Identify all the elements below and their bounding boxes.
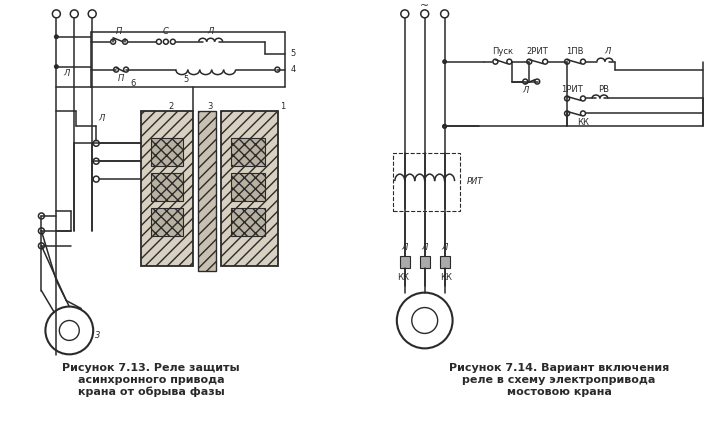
Text: 5: 5 [183, 75, 189, 84]
Text: РВ: РВ [598, 85, 609, 94]
Circle shape [442, 59, 447, 64]
Text: КК: КК [577, 118, 589, 127]
Text: Рисунок 7.14. Вариант включения: Рисунок 7.14. Вариант включения [449, 363, 669, 373]
Text: 3: 3 [94, 331, 100, 340]
Text: КК: КК [397, 273, 409, 282]
Text: Л: Л [402, 243, 408, 252]
Text: Л: Л [98, 114, 104, 123]
Text: мостовою крана: мостовою крана [507, 387, 611, 397]
Text: 2: 2 [168, 102, 174, 111]
Text: КК: КК [441, 273, 453, 282]
Text: Рисунок 7.13. Реле защиты: Рисунок 7.13. Реле защиты [62, 363, 240, 373]
Text: реле в схему электропривода: реле в схему электропривода [462, 375, 656, 385]
Bar [198, 111, 216, 271]
Bar [141, 111, 193, 266]
Text: 3: 3 [207, 102, 212, 111]
Text: 5: 5 [291, 49, 296, 58]
Text: 1РИТ: 1РИТ [561, 85, 583, 94]
Text: П: П [116, 27, 122, 36]
Text: 2РИТ: 2РИТ [526, 47, 548, 56]
Bar [400, 256, 410, 268]
Text: Пуск: Пуск [492, 47, 513, 56]
Text: крана от обрыва фазы: крана от обрыва фазы [78, 387, 225, 397]
Text: асинхронного привода: асинхронного привода [78, 375, 224, 385]
Text: 1: 1 [280, 102, 285, 111]
Text: С: С [163, 27, 168, 36]
Circle shape [442, 124, 447, 129]
Text: 6: 6 [130, 79, 135, 88]
Text: ~: ~ [420, 1, 429, 11]
Text: Л: Л [441, 243, 448, 252]
Bar [151, 208, 183, 236]
Text: Л: Л [207, 27, 214, 36]
Circle shape [54, 34, 59, 39]
Text: П: П [118, 74, 124, 83]
Text: Л: Л [604, 47, 610, 56]
Text: Л: Л [422, 243, 428, 252]
Circle shape [54, 64, 59, 69]
Bar [230, 173, 266, 201]
Bar [230, 138, 266, 166]
Bar [393, 153, 459, 211]
Text: 4: 4 [291, 65, 296, 74]
Bar [151, 173, 183, 201]
Bar [420, 256, 430, 268]
Bar [151, 138, 183, 166]
Bar [220, 111, 279, 266]
Circle shape [442, 124, 447, 129]
Bar [230, 208, 266, 236]
Text: РИТ: РИТ [467, 177, 482, 186]
Text: Л: Л [522, 86, 528, 95]
Bar [440, 256, 449, 268]
Text: Л: Л [63, 69, 69, 78]
Text: 1ПВ: 1ПВ [567, 47, 584, 56]
